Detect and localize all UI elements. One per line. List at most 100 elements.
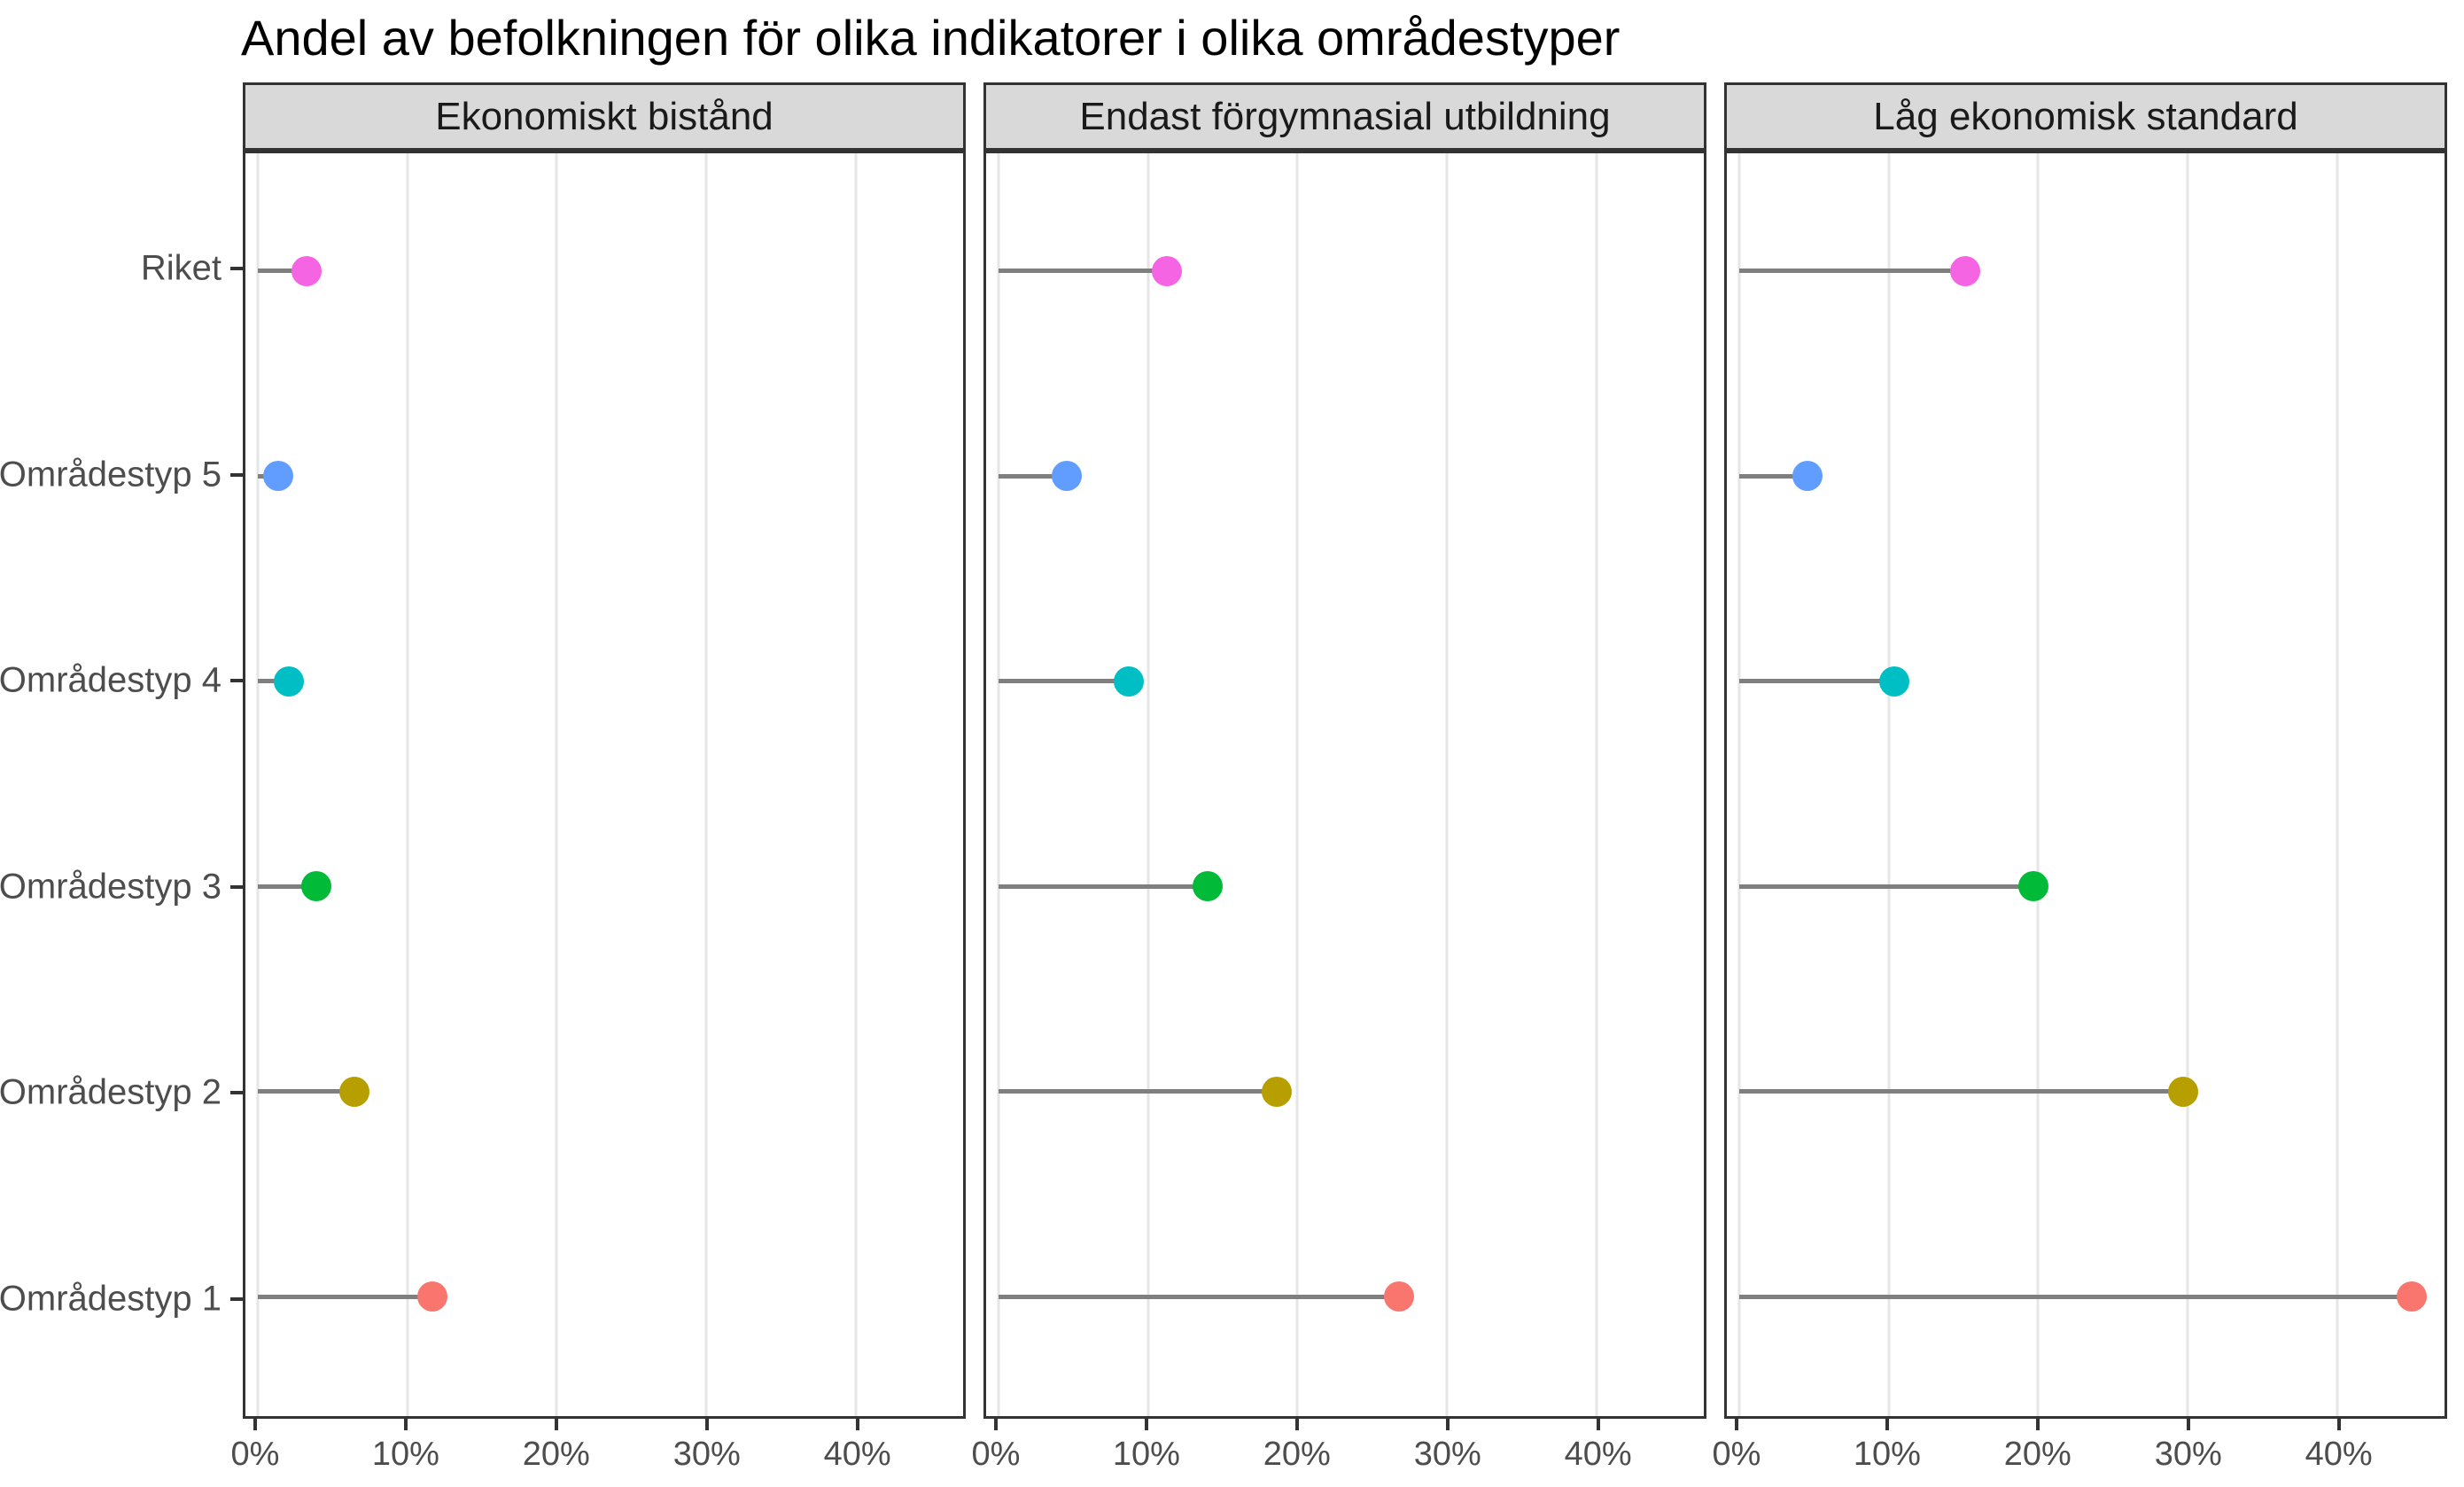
gridline-major [704, 153, 708, 1416]
gridline-major [1595, 153, 1598, 1416]
lollipop-stem [257, 884, 316, 889]
facet-panel [243, 151, 966, 1419]
x-axis-tick [253, 1419, 257, 1430]
x-axis-tick-label: 30% [1413, 1436, 1481, 1473]
gridline-major [854, 153, 858, 1416]
data-point [263, 461, 294, 492]
facet-panel [1724, 151, 2447, 1419]
gridline-major [1295, 153, 1299, 1416]
data-point [291, 255, 323, 286]
x-axis-tick [2186, 1419, 2190, 1430]
x-axis-tick-label: 20% [2003, 1436, 2071, 1473]
facet-strip-label: Låg ekonomisk standard [1873, 94, 2298, 138]
x-axis-tick [1144, 1419, 1148, 1430]
lollipop-stem [998, 473, 1068, 479]
y-axis-tick [230, 1296, 243, 1301]
x-axis-tick-label: 20% [522, 1436, 590, 1473]
y-axis-tick [230, 884, 243, 889]
data-point [274, 666, 305, 697]
x-axis-tick-label: 40% [823, 1436, 891, 1473]
data-point [1052, 461, 1083, 492]
gridline-major [1887, 153, 1890, 1416]
data-point [2167, 1076, 2198, 1107]
data-point [1383, 1281, 1414, 1312]
data-point [1949, 255, 1980, 286]
x-axis-tick-label: 40% [1564, 1436, 1632, 1473]
gridline-major [997, 153, 1000, 1416]
facet-panel [983, 151, 1706, 1419]
y-axis-tick-label: Områdestyp 2 [0, 1072, 222, 1112]
facet-strip-label: Endast förgymnasial utbildning [1079, 94, 1611, 138]
lollipop-stem [998, 1089, 1277, 1094]
x-axis-tick [403, 1419, 408, 1430]
data-point [339, 1076, 370, 1107]
facet-strip: Låg ekonomisk standard [1724, 82, 2447, 151]
x-axis-tick-label: 30% [2154, 1436, 2222, 1473]
x-axis-tick [1445, 1419, 1450, 1430]
facet-strip: Endast förgymnasial utbildning [983, 82, 1706, 151]
lollipop-stem [1738, 884, 2034, 889]
y-axis-tick-label: Riket [140, 248, 222, 288]
lollipop-stem [257, 1089, 355, 1094]
x-axis-tick [2035, 1419, 2040, 1430]
y-axis-tick-label: Områdestyp 4 [0, 660, 222, 700]
x-axis-tick-label: 20% [1263, 1436, 1331, 1473]
x-axis-tick [1734, 1419, 1738, 1430]
chart-title: Andel av befolkningen för olika indikato… [241, 10, 1621, 66]
lollipop-stem [998, 1294, 1399, 1299]
x-axis-tick-label: 40% [2305, 1436, 2373, 1473]
x-axis-tick [855, 1419, 859, 1430]
data-point [2396, 1281, 2427, 1312]
gridline-major [2036, 153, 2040, 1416]
x-axis-tick-label: 0% [1712, 1436, 1761, 1473]
lollipop-stem [1738, 269, 1965, 274]
x-axis-tick-label: 0% [971, 1436, 1021, 1473]
facet-strip: Ekonomiskt bistånd [243, 82, 966, 151]
x-axis-tick [704, 1419, 709, 1430]
gridline-major [1146, 153, 1149, 1416]
lollipop-stem [257, 679, 290, 684]
y-axis-tick [230, 679, 243, 683]
facet-strip-label: Ekonomiskt bistånd [435, 94, 773, 138]
x-axis-tick [993, 1419, 998, 1430]
gridline-major [2186, 153, 2189, 1416]
gridline-major [256, 153, 260, 1416]
y-axis-tick-label: Områdestyp 5 [0, 455, 222, 494]
data-point [1192, 871, 1223, 902]
data-point [300, 871, 331, 902]
lollipop-stem [998, 269, 1168, 274]
x-axis-tick-label: 10% [371, 1436, 439, 1473]
x-axis-tick [1294, 1419, 1299, 1430]
x-axis-tick-label: 10% [1112, 1436, 1180, 1473]
data-point [1113, 666, 1144, 697]
y-axis-tick [230, 267, 243, 271]
y-axis-tick [230, 472, 243, 477]
data-point [1152, 255, 1183, 286]
lollipop-stem [1738, 1089, 2183, 1094]
lollipop-stem [998, 884, 1208, 889]
y-axis-tick-label: Områdestyp 3 [0, 867, 222, 907]
lollipop-stem [257, 269, 307, 274]
gridline-major [406, 153, 408, 1416]
data-point [1261, 1076, 1292, 1107]
x-axis-tick [554, 1419, 558, 1430]
data-point [1879, 666, 1910, 697]
x-axis-tick-label: 10% [1853, 1436, 1921, 1473]
lollipop-stem [998, 679, 1129, 684]
data-point [417, 1281, 448, 1312]
y-axis-tick [230, 1091, 243, 1095]
gridline-major [1445, 153, 1449, 1416]
x-axis-tick-label: 0% [230, 1436, 280, 1473]
lollipop-stem [1738, 473, 1808, 479]
lollipop-stem [1738, 1294, 2412, 1299]
x-axis-tick [2336, 1419, 2341, 1430]
x-axis-tick [1885, 1419, 1889, 1430]
y-axis-tick-label: Områdestyp 1 [0, 1279, 222, 1319]
lollipop-stem [257, 1294, 433, 1299]
x-axis-tick [1596, 1419, 1600, 1430]
gridline-major [1737, 153, 1741, 1416]
data-point [2018, 871, 2049, 902]
lollipop-stem [1738, 679, 1895, 684]
gridline-major [2336, 153, 2339, 1416]
data-point [1792, 461, 1823, 492]
